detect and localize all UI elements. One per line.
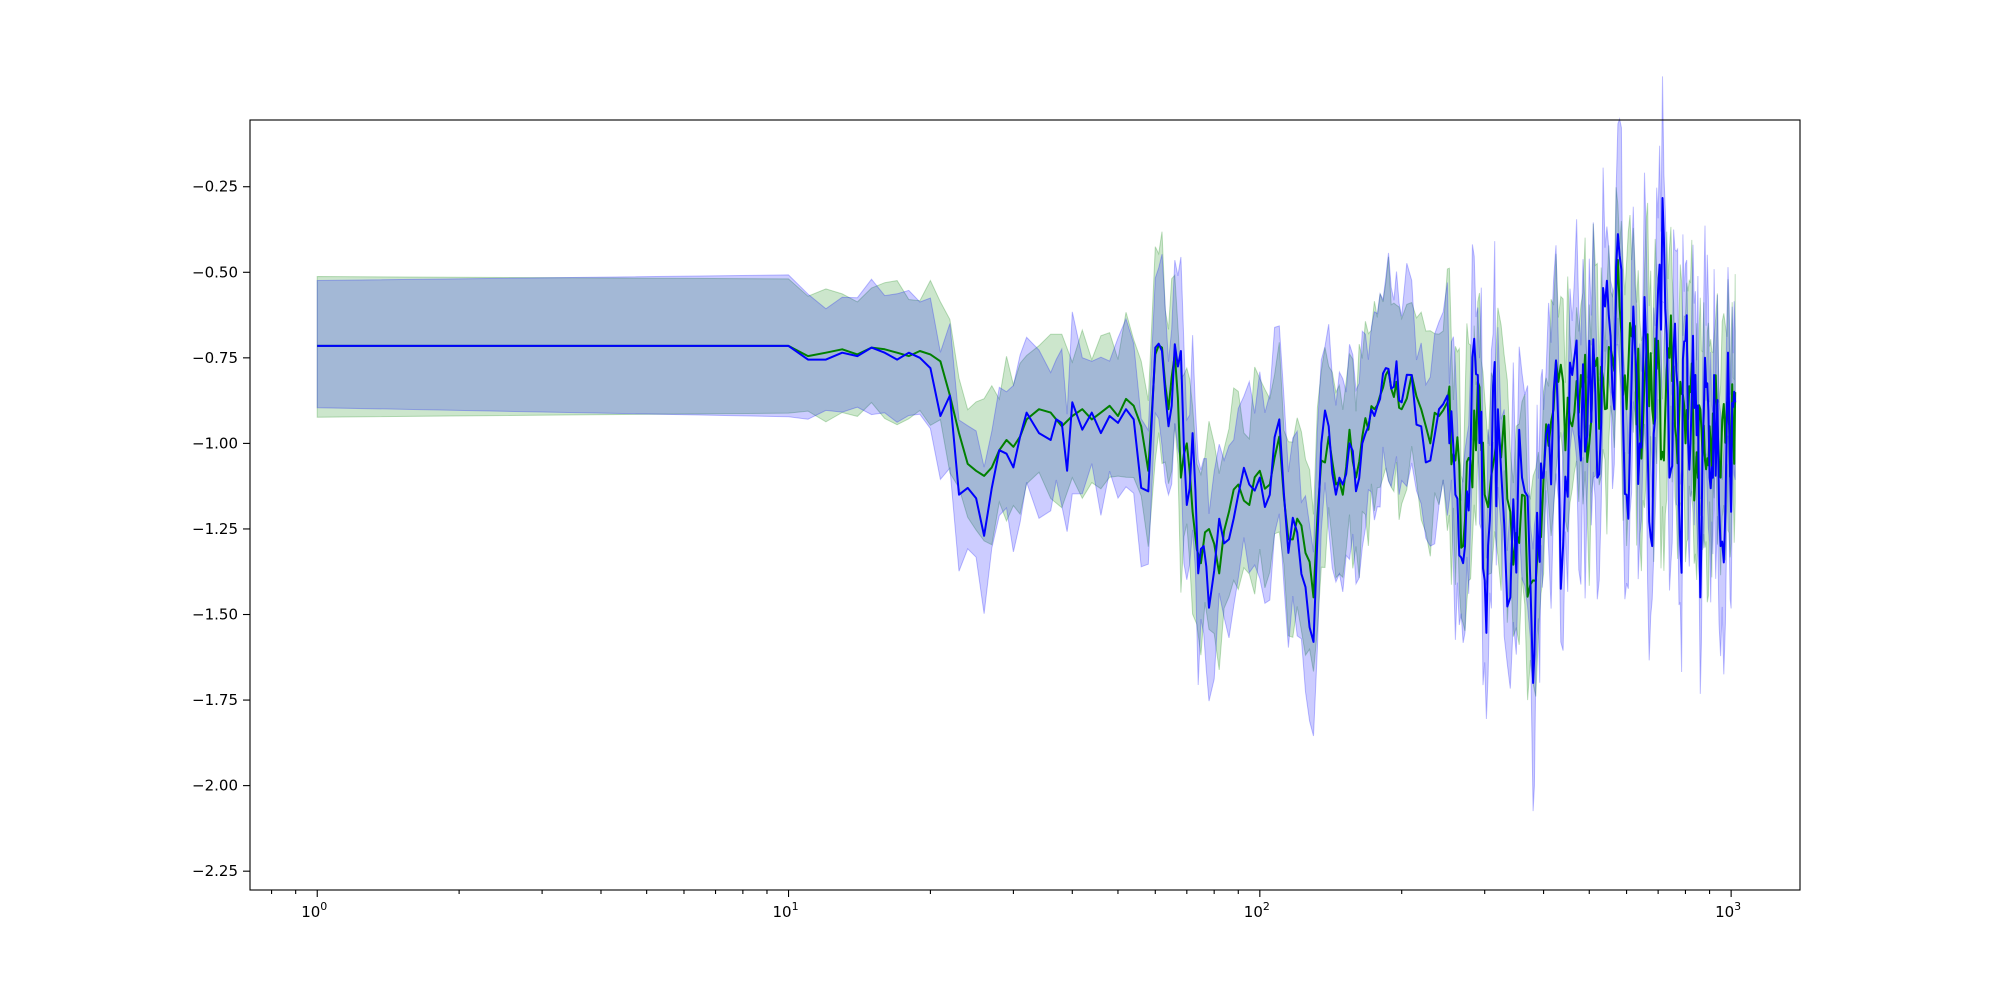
series-2-band [316, 76, 1736, 812]
x-tick-label: 103 [1715, 900, 1741, 921]
y-tick-label: −1.50 [192, 606, 238, 624]
y-axis: −0.25 −0.50 −0.75 −1.00 −1.25 −1.50 −1.75 −2.00… [192, 178, 250, 880]
y-tick-label: −1.25 [192, 520, 238, 538]
axes-frame [249, 119, 1801, 891]
x-axis: 100 101 102 103 [271, 890, 1741, 921]
x-tick-label: 102 [1244, 900, 1270, 921]
confidence-bands [316, 76, 1736, 812]
y-tick-label: −0.75 [192, 349, 238, 367]
x-tick-label: 101 [772, 900, 798, 921]
series-lines [317, 197, 1737, 684]
y-tick-label: −1.75 [192, 691, 238, 709]
y-tick-label: −0.25 [192, 178, 238, 196]
y-tick-label: −0.50 [192, 263, 238, 281]
y-tick-label: −2.00 [192, 777, 238, 795]
y-tick-label: −1.00 [192, 434, 238, 452]
series-1-band [316, 187, 1736, 701]
x-tick-label: 100 [301, 900, 327, 921]
series-2-line [317, 197, 1737, 684]
y-tick-label: −2.25 [192, 862, 238, 880]
